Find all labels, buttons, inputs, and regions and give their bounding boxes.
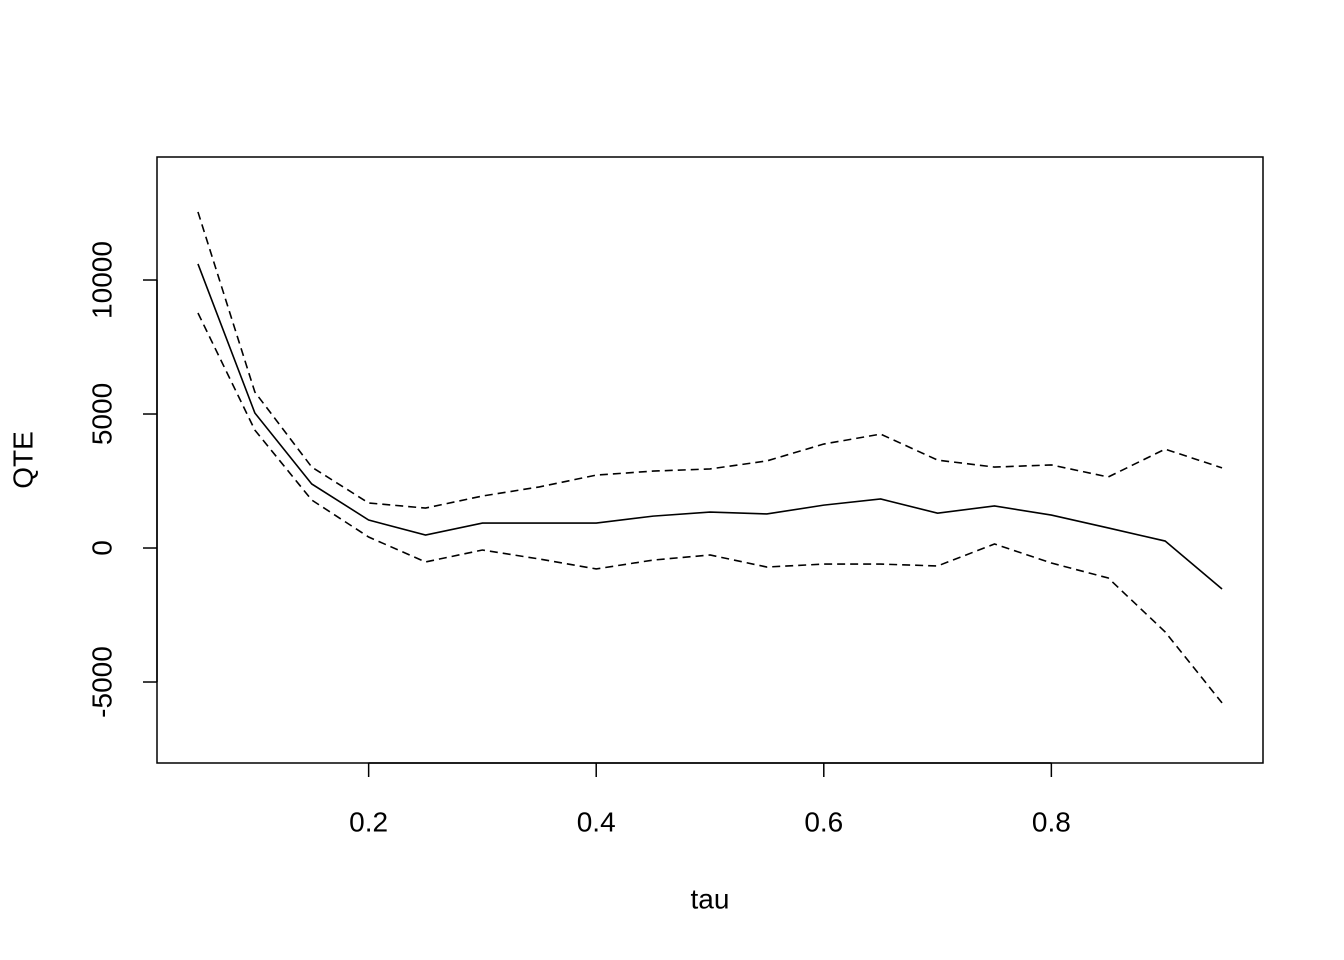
series-line [197, 263, 1223, 590]
series-line [197, 211, 1223, 509]
y-tick-label: -5000 [86, 646, 117, 718]
y-axis-label: QTE [7, 431, 38, 489]
plot-box [156, 156, 1264, 764]
x-axis-label: tau [691, 883, 730, 914]
y-tick-label: 10000 [86, 241, 117, 319]
x-tick-label: 0.2 [349, 806, 388, 837]
y-tick-label: 5000 [86, 383, 117, 445]
x-tick-label: 0.8 [1032, 806, 1071, 837]
y-tick-label: 0 [86, 540, 117, 556]
series-line [197, 312, 1223, 704]
x-tick-label: 0.4 [577, 806, 616, 837]
x-tick-label: 0.6 [804, 806, 843, 837]
